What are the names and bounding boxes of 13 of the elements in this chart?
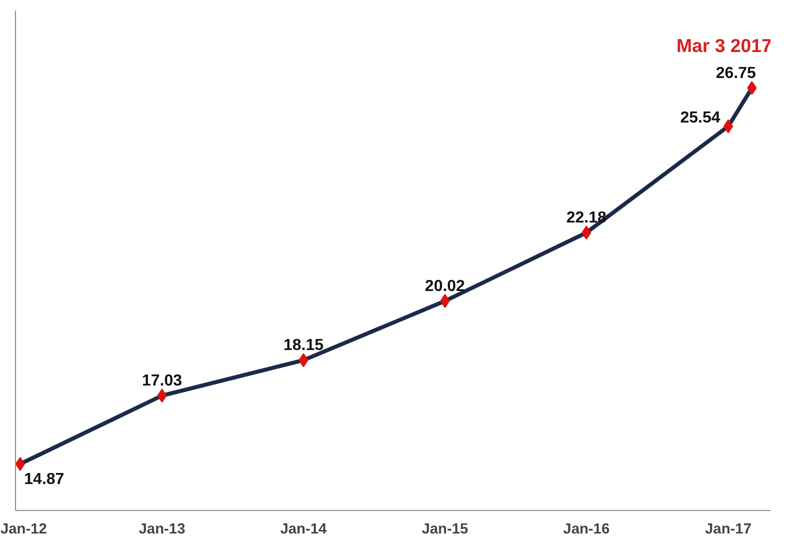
x-tick-label: Jan-12	[0, 522, 47, 538]
data-label: 14.87	[24, 470, 64, 488]
x-tick-label: Jan-17	[705, 522, 752, 538]
data-label: 26.75	[716, 65, 756, 82]
data-label: 25.54	[680, 109, 720, 126]
x-tick-label: Jan-16	[563, 522, 610, 538]
data-label: 22.18	[566, 210, 607, 227]
data-label: 18.15	[283, 337, 324, 354]
data-label: 17.03	[142, 372, 182, 390]
x-tick-label: Jan-15	[422, 522, 468, 538]
data-label: 20.02	[424, 278, 466, 296]
x-tick-label: Jan-13	[138, 522, 186, 538]
x-tick-label: Jan-14	[280, 522, 328, 538]
